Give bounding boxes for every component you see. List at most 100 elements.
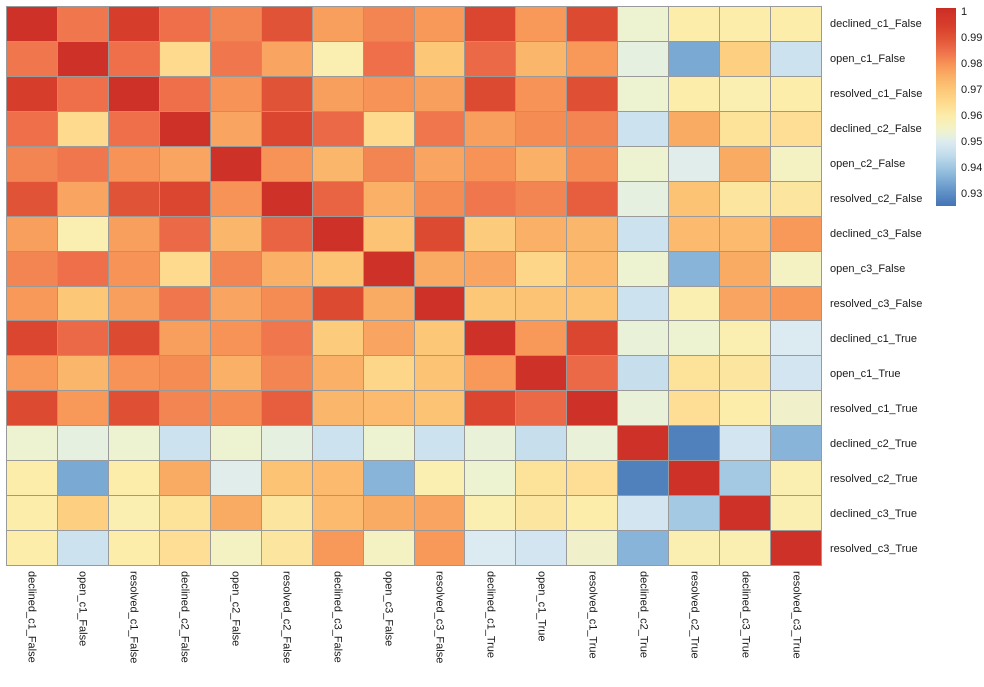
row-label: declined_c1_True	[830, 332, 918, 345]
heatmap-cell	[7, 76, 57, 111]
heatmap-cell	[108, 111, 159, 146]
colorbar-tick-label: 0.96	[961, 110, 983, 123]
heatmap-cell	[771, 251, 821, 286]
heatmap-cell	[108, 286, 159, 321]
heatmap-cell	[261, 41, 312, 76]
heatmap-cell	[261, 531, 312, 565]
heatmap-cell	[465, 7, 516, 41]
heatmap-cell	[312, 321, 363, 356]
heatmap-cell	[159, 321, 210, 356]
heatmap-cell	[312, 391, 363, 426]
col-label: resolved_c1_False	[127, 571, 140, 664]
heatmap-cell	[414, 7, 465, 41]
colorbar-tick-label: 0.95	[961, 136, 983, 149]
heatmap-cell	[771, 531, 821, 565]
heatmap-cell	[108, 7, 159, 41]
heatmap-cell	[210, 41, 261, 76]
col-label: declined_c3_False	[331, 571, 344, 663]
heatmap-cell	[618, 7, 669, 41]
heatmap-cell	[669, 321, 720, 356]
heatmap-cell	[57, 7, 108, 41]
heatmap-cell	[261, 251, 312, 286]
col-label-slot: declined_c2_False	[159, 571, 210, 685]
heatmap-cell	[414, 461, 465, 496]
heatmap-cell	[7, 251, 57, 286]
heatmap-cell	[312, 251, 363, 286]
heatmap-cell	[261, 76, 312, 111]
row-label: resolved_c1_True	[830, 402, 918, 415]
heatmap-cell	[516, 321, 567, 356]
heatmap-cell	[618, 356, 669, 391]
col-label-slot: open_c1_True	[516, 571, 567, 685]
heatmap-cell	[261, 356, 312, 391]
heatmap-cell	[261, 321, 312, 356]
heatmap-grid	[6, 6, 822, 566]
heatmap-cell	[7, 7, 57, 41]
col-label: open_c2_False	[229, 571, 242, 647]
heatmap-cell	[7, 111, 57, 146]
heatmap-cell	[414, 286, 465, 321]
heatmap-cell	[720, 496, 771, 531]
heatmap-cell	[414, 111, 465, 146]
heatmap-cell	[618, 461, 669, 496]
heatmap-cell	[159, 391, 210, 426]
heatmap-cell	[261, 181, 312, 216]
heatmap-cell	[465, 391, 516, 426]
heatmap-cell	[57, 76, 108, 111]
heatmap-cell	[516, 181, 567, 216]
heatmap-cell	[312, 461, 363, 496]
col-label: resolved_c2_True	[688, 571, 701, 659]
heatmap-cell	[414, 426, 465, 461]
heatmap-cell	[210, 251, 261, 286]
col-label-slot: declined_c3_False	[312, 571, 363, 685]
heatmap-cell	[516, 391, 567, 426]
heatmap-cell	[7, 321, 57, 356]
heatmap-cell	[618, 41, 669, 76]
heatmap-cell	[210, 426, 261, 461]
col-label-slot: open_c2_False	[210, 571, 261, 685]
heatmap-cell	[465, 426, 516, 461]
heatmap-cell	[516, 111, 567, 146]
heatmap-cell	[771, 391, 821, 426]
row-labels: declined_c1_False open_c1_False resolved_c…	[830, 6, 980, 566]
heatmap-cell	[516, 496, 567, 531]
heatmap-cell	[465, 41, 516, 76]
heatmap-cell	[57, 391, 108, 426]
heatmap-cell	[669, 391, 720, 426]
colorbar-tick-labels: 1 0.99 0.98 0.97 0.96 0.95 0.94 0.93	[961, 6, 984, 206]
heatmap-cell	[567, 7, 618, 41]
heatmap-cell	[57, 426, 108, 461]
heatmap-cell	[363, 356, 414, 391]
heatmap-cell	[720, 251, 771, 286]
col-label-slot: resolved_c3_True	[771, 571, 822, 685]
heatmap-cell	[516, 41, 567, 76]
heatmap-cell	[108, 41, 159, 76]
heatmap-cell	[618, 391, 669, 426]
heatmap-cell	[363, 426, 414, 461]
heatmap-cell	[618, 146, 669, 181]
heatmap-cell	[159, 216, 210, 251]
heatmap-cell	[363, 531, 414, 565]
heatmap-cell	[159, 76, 210, 111]
row-label: resolved_c2_False	[830, 192, 923, 205]
heatmap-cell	[159, 426, 210, 461]
col-label-slot: resolved_c2_False	[261, 571, 312, 685]
heatmap-cell	[261, 391, 312, 426]
col-label: open_c1_True	[535, 571, 548, 642]
heatmap-cell	[567, 496, 618, 531]
heatmap-cell	[465, 461, 516, 496]
col-label: resolved_c2_False	[280, 571, 293, 664]
heatmap-cell	[159, 181, 210, 216]
heatmap-cell	[516, 426, 567, 461]
heatmap-cell	[210, 496, 261, 531]
heatmap-cell	[159, 286, 210, 321]
heatmap-cell	[414, 391, 465, 426]
heatmap-cell	[7, 496, 57, 531]
colorbar-tick-label: 0.94	[961, 162, 983, 175]
heatmap-cell	[567, 461, 618, 496]
heatmap-cell	[7, 286, 57, 321]
heatmap-cell	[57, 41, 108, 76]
heatmap-cell	[618, 76, 669, 111]
heatmap-cell	[312, 286, 363, 321]
